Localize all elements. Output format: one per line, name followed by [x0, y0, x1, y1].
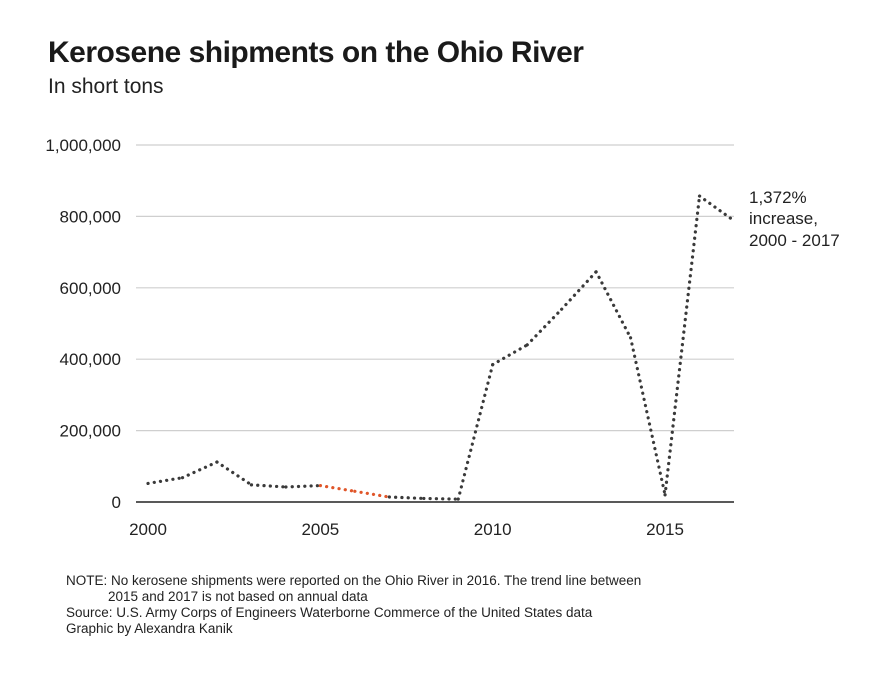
- grid-lines: [136, 144, 734, 503]
- line-segment: [594, 270, 633, 340]
- y-tick-label: 400,000: [60, 350, 121, 369]
- highlighted-line-segment: [318, 483, 357, 493]
- line-segment: [456, 362, 495, 501]
- x-tick-label: 2015: [646, 520, 684, 539]
- annotation-line-3: 2000 - 2017: [749, 231, 840, 250]
- highlighted-line-segment: [353, 489, 391, 499]
- line-segment: [422, 496, 460, 501]
- x-tick-label: 2000: [129, 520, 167, 539]
- y-tick-label: 0: [112, 493, 121, 512]
- line-segment: [387, 495, 426, 501]
- line-segment: [697, 194, 736, 223]
- y-tick-label: 600,000: [60, 279, 121, 298]
- chart-notes: NOTE: No kerosene shipments were reporte…: [66, 573, 641, 637]
- y-axis-labels: 0 200,000 400,000 600,000 800,000 1,000,000: [45, 136, 121, 512]
- x-axis-labels: 2000 2005 2010 2015: [129, 520, 684, 539]
- credit-text: Graphic by Alexandra Kanik: [66, 621, 233, 636]
- line-chart: 0 200,000 400,000 600,000 800,000 1,000,000 2…: [45, 136, 840, 539]
- y-tick-label: 800,000: [60, 207, 121, 226]
- source-text: Source: U.S. Army Corps of Engineers Wat…: [66, 605, 593, 620]
- x-tick-label: 2005: [301, 520, 339, 539]
- y-tick-label: 200,000: [60, 422, 121, 441]
- annotation-line-1: 1,372%: [749, 188, 807, 207]
- chart-title: Kerosene shipments on the Ohio River: [48, 36, 584, 69]
- line-segment: [628, 336, 667, 497]
- y-tick-label: 1,000,000: [45, 136, 121, 155]
- note-text: NOTE: No kerosene shipments were reporte…: [66, 573, 642, 588]
- line-segment: [491, 343, 529, 367]
- line-segment: [249, 483, 288, 489]
- x-tick-label: 2010: [474, 520, 512, 539]
- line-segment: [284, 483, 322, 489]
- line-segment: [663, 194, 702, 497]
- line-segment: [215, 460, 254, 487]
- line-segment: [525, 307, 564, 347]
- line-segment: [146, 476, 185, 486]
- chart-subtitle: In short tons: [48, 75, 164, 98]
- line-segment: [560, 270, 598, 311]
- annotation-line-2: increase,: [749, 209, 818, 228]
- note-text-continued: 2015 and 2017 is not based on annual dat…: [108, 589, 368, 604]
- data-series: [146, 194, 736, 501]
- line-segment: [180, 460, 219, 480]
